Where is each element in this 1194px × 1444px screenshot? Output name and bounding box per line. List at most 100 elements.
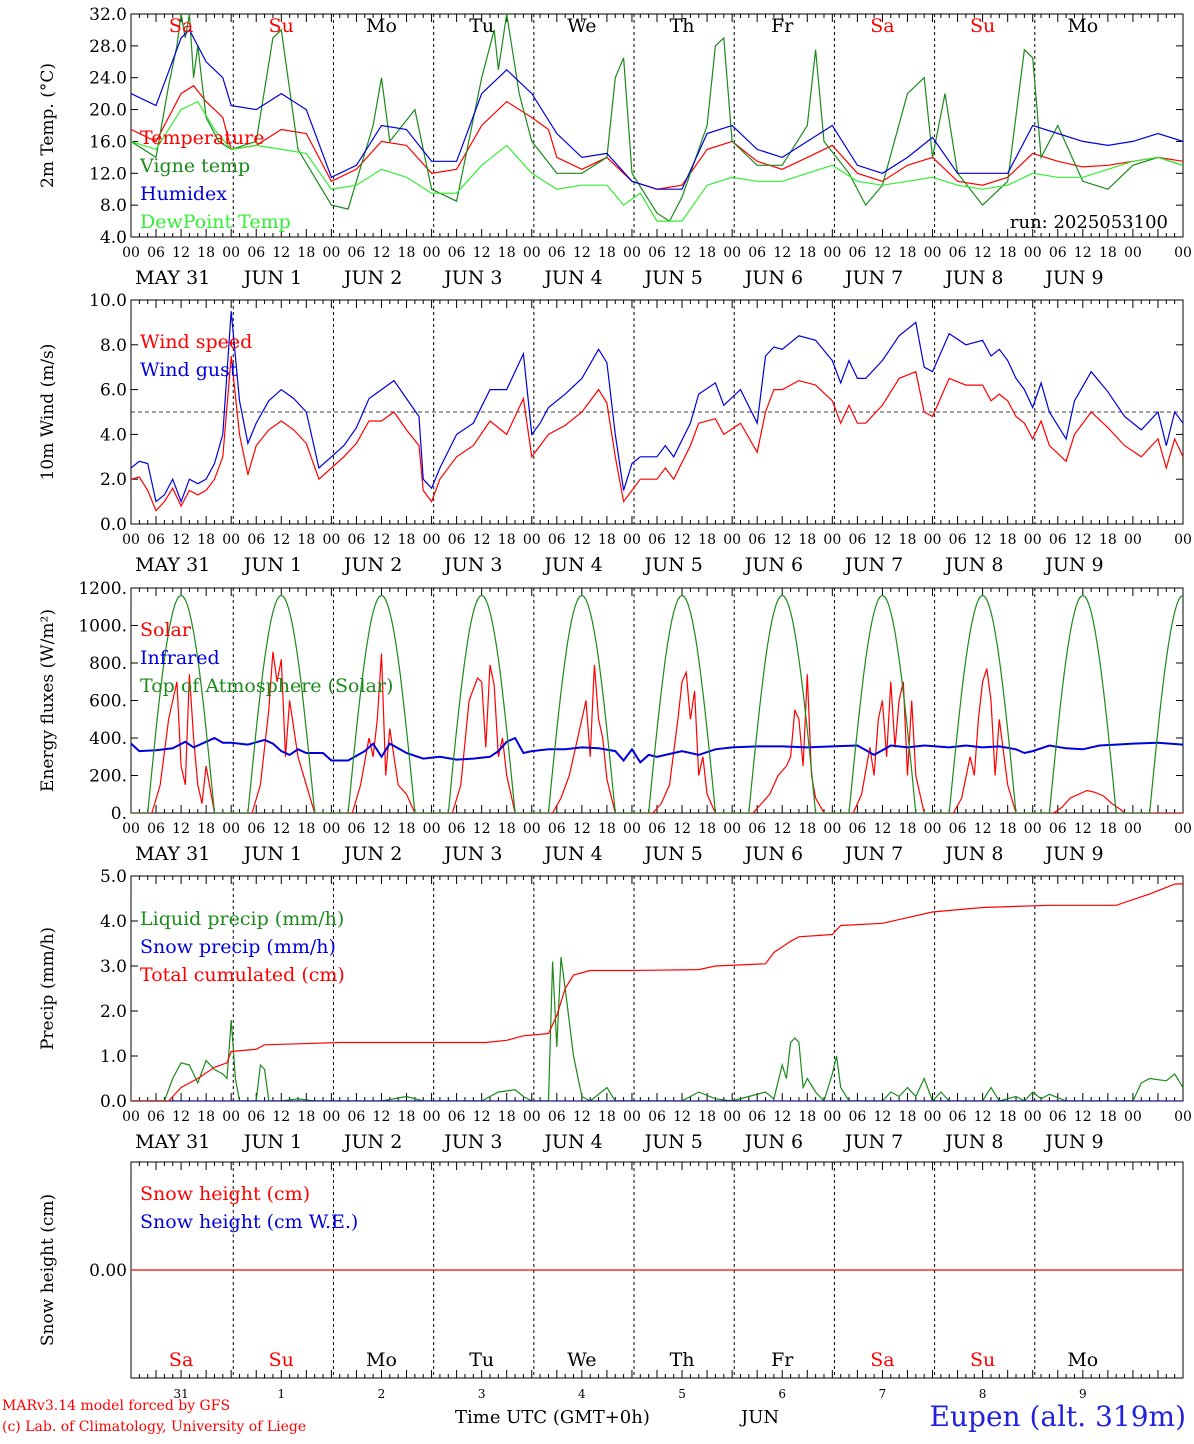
hour-tick-label: 18 [598,245,616,261]
hour-tick-label: 06 [648,821,666,837]
hour-tick-label: 18 [197,1109,215,1125]
hour-tick-label: 06 [548,532,566,548]
hour-tick-label: 00 [623,1109,641,1125]
hour-tick-label: 12 [1074,1109,1092,1125]
hour-tick-label: 00 [322,1109,340,1125]
day-name-bottom: We [567,1349,596,1371]
hour-tick-label: 06 [848,245,866,261]
date-label: JUN 7 [843,843,903,865]
hour-tick-label: 12 [272,532,290,548]
date-label: JUN 5 [643,1131,703,1153]
hour-tick-label: 00 [723,532,741,548]
month-label: JUN [741,1407,780,1428]
day-number: 6 [778,1387,786,1401]
day-name: Th [670,15,695,37]
date-label: MAY 31 [135,554,210,576]
y-tick-label: 5.0 [100,867,127,887]
date-label: JUN 6 [743,1131,803,1153]
hour-tick-label: 00 [423,1109,441,1125]
series-line-infrared [131,736,1183,764]
day-number: 31 [173,1387,188,1401]
day-number: 1 [277,1387,285,1401]
hour-tick-label: 12 [974,1109,992,1125]
hour-tick-label: 12 [373,532,391,548]
hour-tick-label: 18 [1099,245,1117,261]
y-tick-label: 0.0 [100,1092,127,1112]
y-tick-label: 24.0 [89,69,127,89]
y-tick-label: 4.0 [100,228,127,248]
hour-tick-label: 18 [398,245,416,261]
hour-tick-label: 00 [823,245,841,261]
date-label: JUN 7 [843,554,903,576]
hour-tick-label: 00 [924,1109,942,1125]
series-group [131,311,1183,512]
hour-tick-label: 12 [773,821,791,837]
hour-tick-label: 00 [423,821,441,837]
hour-tick-label: 18 [498,821,516,837]
hour-tick-label: 00 [723,1109,741,1125]
date-label: MAY 31 [135,1131,210,1153]
day-name-bottom: Mo [1067,1349,1098,1371]
day-name: Tu [469,15,494,37]
date-label: JUN 4 [542,554,602,576]
day-name: Su [269,15,294,37]
y-axis-title: Energy fluxes (W/m²) [38,609,58,792]
hour-tick-label: 18 [698,1109,716,1125]
y-tick-label: 200. [89,767,127,787]
date-label: JUN 3 [442,1131,502,1153]
series-line-wind-speed [131,355,1183,512]
y-tick-label: 10.0 [89,291,127,311]
hour-tick-label: 18 [698,245,716,261]
hour-tick-label: 06 [949,532,967,548]
y-tick-label: 600. [89,692,127,712]
hour-tick-label: 12 [974,245,992,261]
hour-tick-label: 06 [748,1109,766,1125]
hour-tick-label: 18 [999,821,1017,837]
hour-tick-label: 18 [698,532,716,548]
date-label: JUN 5 [643,843,703,865]
hour-tick-label: 00 [322,245,340,261]
legend-entry: Infrared [140,647,220,669]
hour-tick-label: 00 [924,532,942,548]
date-label: JUN 2 [342,843,402,865]
hour-tick-label: 06 [1049,532,1067,548]
hour-tick-label: 00 [122,532,140,548]
date-label: JUN 9 [1043,843,1103,865]
series-line-solar [131,651,1183,813]
hour-tick-label: 06 [748,532,766,548]
panel-temp: 4.0 8.0 12.0 16.0 20.0 24.0 28.0 32.0 2m Temp. (… [38,5,1192,289]
hour-tick-label: 00 [1124,532,1142,548]
hour-tick-label: 12 [573,821,591,837]
hour-tick-label: 00 [823,821,841,837]
day-name: We [567,15,596,37]
y-tick-label: 2.0 [100,1002,127,1022]
day-name-bottom: Sa [169,1349,193,1371]
hour-tick-label: 06 [348,245,366,261]
hour-tick-label: 18 [1099,532,1117,548]
hour-tick-label: 00 [523,1109,541,1125]
hour-tick-label: 06 [748,821,766,837]
date-label: JUN 9 [1043,1131,1103,1153]
date-label: JUN 1 [242,554,302,576]
day-number: 7 [879,1387,887,1401]
date-label: JUN 9 [1043,554,1103,576]
hour-tick-label: 00 [523,821,541,837]
y-tick-label: 8.0 [100,336,127,356]
legend-entry: Humidex [140,183,227,205]
hour-tick-label: 06 [147,245,165,261]
hour-tick-label: 18 [999,1109,1017,1125]
legend-entry: Solar [140,619,192,641]
hour-tick-label: 18 [798,532,816,548]
y-tick-label: 1.0 [100,1047,127,1067]
x-axis-title: Time UTC (GMT+0h) [455,1407,650,1428]
y-tick-label: 1200. [78,579,127,599]
hour-tick-label: 12 [373,1109,391,1125]
hour-tick-label: 12 [673,532,691,548]
hour-tick-label: 12 [573,532,591,548]
legend-entry: Wind gust [140,359,238,381]
date-label: JUN 3 [442,267,502,289]
legend-entry: Total cumulated (cm) [140,964,345,986]
hour-tick-label: 06 [348,821,366,837]
date-label: JUN 4 [542,267,602,289]
